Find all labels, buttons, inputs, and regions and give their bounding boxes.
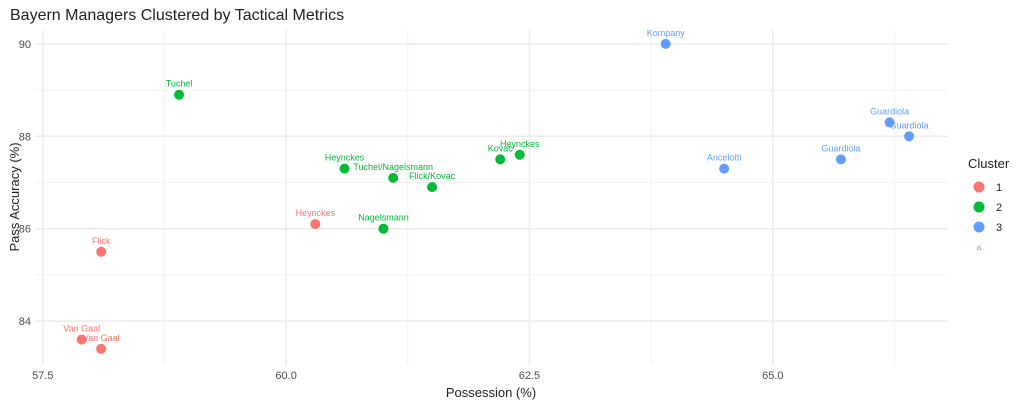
point-label: Heynckes bbox=[325, 153, 365, 163]
data-point bbox=[660, 38, 671, 49]
point-label: Tuchel/Nagelsmann bbox=[353, 162, 433, 172]
legend-title: Cluster bbox=[968, 156, 1010, 171]
point-label: Tuchel bbox=[166, 79, 193, 89]
data-point bbox=[76, 334, 87, 345]
chart-title: Bayern Managers Clustered by Tactical Me… bbox=[10, 7, 344, 24]
y-tick-label: 86 bbox=[19, 224, 31, 236]
point-label: Flick/Kovac bbox=[409, 171, 456, 181]
x-tick-label: 62.5 bbox=[519, 370, 540, 382]
data-point bbox=[514, 149, 525, 160]
point-label: Guardiola bbox=[870, 106, 909, 116]
point-label: Nagelsmann bbox=[358, 213, 409, 223]
x-tick-label: 57.5 bbox=[32, 370, 53, 382]
point-label: Guardiola bbox=[890, 120, 929, 130]
legend-label: 3 bbox=[996, 222, 1002, 234]
legend-key bbox=[973, 221, 985, 233]
data-point bbox=[96, 343, 107, 354]
x-tick-label: 60.0 bbox=[275, 370, 296, 382]
x-tick-label: 65.0 bbox=[762, 370, 783, 382]
data-point bbox=[174, 89, 185, 100]
point-label: Van Gaal bbox=[83, 333, 120, 343]
legend-extra-text: a bbox=[977, 243, 982, 252]
data-point bbox=[96, 246, 107, 257]
point-label: Heynckes bbox=[296, 208, 336, 218]
legend-key bbox=[973, 201, 985, 213]
data-point bbox=[719, 163, 730, 174]
data-point bbox=[884, 117, 895, 128]
x-axis-label: Possession (%) bbox=[446, 385, 536, 400]
data-point bbox=[388, 172, 399, 183]
point-label: Guardiola bbox=[821, 143, 860, 153]
y-tick-label: 90 bbox=[19, 39, 31, 51]
legend-label: 1 bbox=[996, 182, 1002, 194]
point-label: Heynckes bbox=[500, 139, 540, 149]
legend-key bbox=[973, 181, 985, 193]
data-point bbox=[904, 131, 915, 142]
data-point bbox=[378, 223, 389, 234]
point-label: Ancelotti bbox=[707, 153, 742, 163]
data-point bbox=[310, 219, 321, 230]
data-point bbox=[427, 182, 438, 193]
point-label: Kompany bbox=[647, 28, 686, 38]
data-point bbox=[495, 154, 506, 165]
point-label: Van Gaal bbox=[63, 324, 100, 334]
legend-label: 2 bbox=[996, 202, 1002, 214]
legend: Cluster 1 2 3 a bbox=[968, 156, 1010, 252]
y-tick-label: 88 bbox=[19, 131, 31, 143]
point-label: Flick bbox=[92, 236, 111, 246]
data-point bbox=[835, 154, 846, 165]
y-axis-label: Pass Accuracy (%) bbox=[7, 142, 22, 251]
data-point bbox=[339, 163, 350, 174]
point-label: Kovac bbox=[488, 143, 514, 153]
y-tick-label: 84 bbox=[19, 316, 31, 328]
